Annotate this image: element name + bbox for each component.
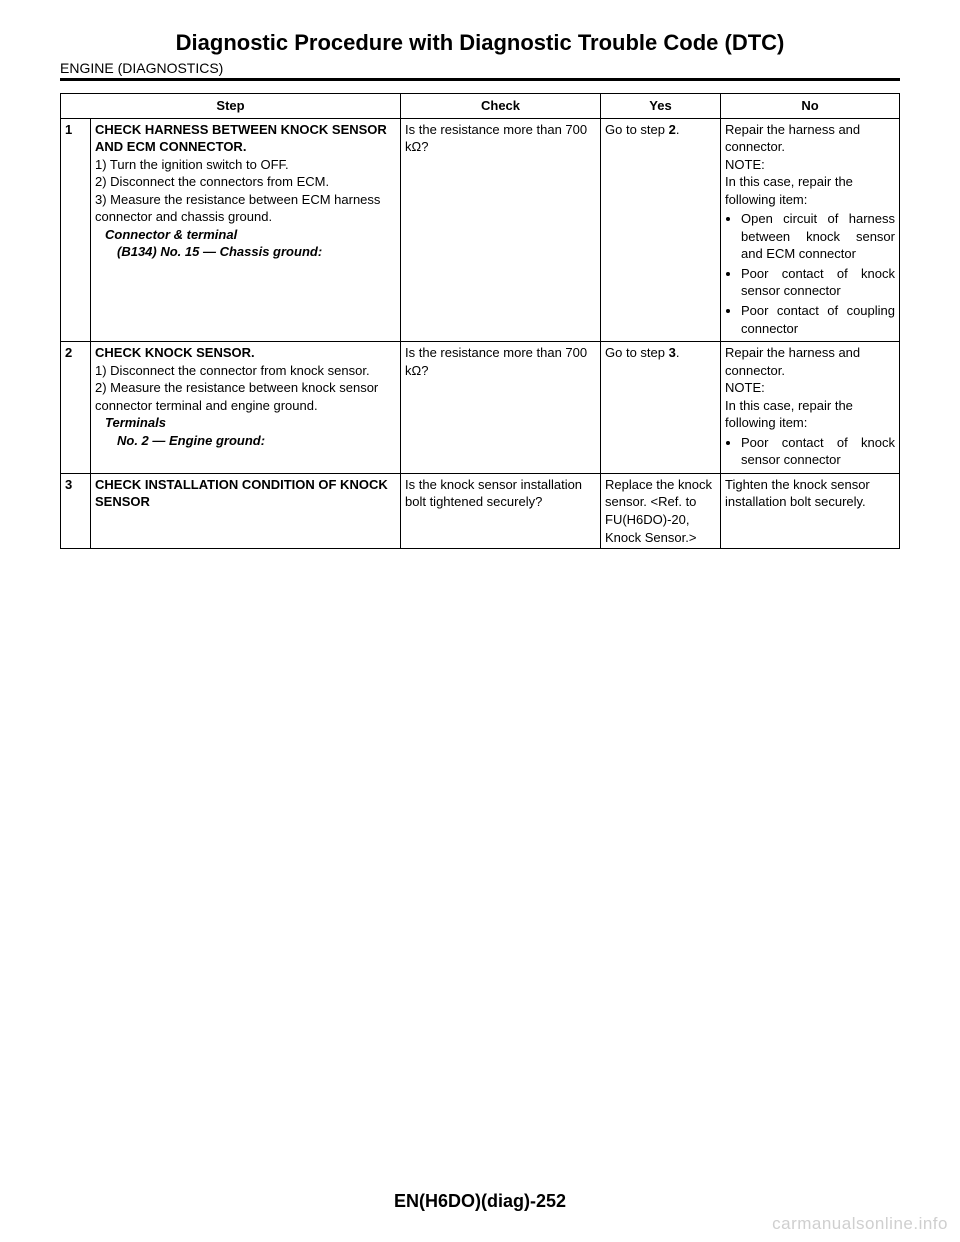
watermark: carmanualsonline.info xyxy=(772,1214,948,1234)
check-cell: Is the resistance more than 700 kΩ? xyxy=(401,342,601,474)
connector-label: Connector & terminal xyxy=(95,226,396,244)
no-items-list: Poor contact of knock sensor connector xyxy=(725,434,895,469)
no-cell: Repair the harness and connector. NOTE: … xyxy=(721,342,900,474)
no-cell: Tighten the knock sensor installation bo… xyxy=(721,473,900,548)
yes-cell: Go to step 2. xyxy=(601,118,721,342)
row-num: 3 xyxy=(61,473,91,548)
table-row: 3 CHECK INSTALLATION CONDITION OF KNOCK … xyxy=(61,473,900,548)
check-cell: Is the knock sensor installation bolt ti… xyxy=(401,473,601,548)
row-num-text: 1 xyxy=(65,122,72,137)
note-label: NOTE: xyxy=(725,157,765,172)
list-item: Open circuit of harness between knock se… xyxy=(741,210,895,263)
yes-cell: Go to step 3. xyxy=(601,342,721,474)
check-cell: Is the resistance more than 700 kΩ? xyxy=(401,118,601,342)
step-cell: CHECK KNOCK SENSOR. 1) Disconnect the co… xyxy=(91,342,401,474)
th-no: No xyxy=(721,94,900,119)
th-check: Check xyxy=(401,94,601,119)
th-yes: Yes xyxy=(601,94,721,119)
yes-step-number: 2 xyxy=(669,122,676,137)
step-title: CHECK INSTALLATION CONDITION OF KNOCK SE… xyxy=(95,477,388,510)
yes-step-number: 3 xyxy=(669,345,676,360)
table-header-row: Step Check Yes No xyxy=(61,94,900,119)
table-row: 2 CHECK KNOCK SENSOR. 1) Disconnect the … xyxy=(61,342,900,474)
note-text: In this case, repair the following item: xyxy=(725,174,853,207)
page-container: Diagnostic Procedure with Diagnostic Tro… xyxy=(0,0,960,1242)
row-num-text: 2 xyxy=(65,345,72,360)
list-item: Poor contact of knock sensor connector xyxy=(741,265,895,300)
row-num-text: 3 xyxy=(65,477,72,492)
row-num: 2 xyxy=(61,342,91,474)
page-footer: EN(H6DO)(diag)-252 xyxy=(0,1191,960,1212)
step-line: 1) Turn the ignition switch to OFF. xyxy=(95,157,289,172)
diagnostic-table: Step Check Yes No 1 CHECK HARNESS BETWEE… xyxy=(60,93,900,549)
page-subtitle: ENGINE (DIAGNOSTICS) xyxy=(60,60,900,76)
step-line: 1) Disconnect the connector from knock s… xyxy=(95,363,370,378)
list-item: Poor contact of coupling connector xyxy=(741,302,895,337)
step-title: CHECK KNOCK SENSOR. xyxy=(95,345,255,360)
row-num: 1 xyxy=(61,118,91,342)
connector-label: Terminals xyxy=(95,414,396,432)
step-cell: CHECK INSTALLATION CONDITION OF KNOCK SE… xyxy=(91,473,401,548)
yes-post: . xyxy=(676,345,680,360)
note-text: In this case, repair the following item: xyxy=(725,398,853,431)
table-row: 1 CHECK HARNESS BETWEEN KNOCK SENSOR AND… xyxy=(61,118,900,342)
yes-cell: Replace the knock sensor. <Ref. to FU(H6… xyxy=(601,473,721,548)
no-intro: Repair the harness and connector. xyxy=(725,122,860,155)
step-cell: CHECK HARNESS BETWEEN KNOCK SENSOR AND E… xyxy=(91,118,401,342)
no-intro: Repair the harness and connector. xyxy=(725,345,860,378)
connector-value: No. 2 — Engine ground: xyxy=(95,432,396,450)
list-item: Poor contact of knock sensor connector xyxy=(741,434,895,469)
step-title: CHECK HARNESS BETWEEN KNOCK SENSOR AND E… xyxy=(95,122,387,155)
th-step: Step xyxy=(61,94,401,119)
step-line: 3) Measure the resistance between ECM ha… xyxy=(95,192,380,225)
no-items-list: Open circuit of harness between knock se… xyxy=(725,210,895,337)
connector-value: (B134) No. 15 — Chassis ground: xyxy=(95,243,396,261)
step-line: 2) Disconnect the connectors from ECM. xyxy=(95,174,329,189)
yes-post: . xyxy=(676,122,680,137)
page-title: Diagnostic Procedure with Diagnostic Tro… xyxy=(60,30,900,56)
yes-pre: Go to step xyxy=(605,122,669,137)
no-cell: Repair the harness and connector. NOTE: … xyxy=(721,118,900,342)
yes-pre: Go to step xyxy=(605,345,669,360)
note-label: NOTE: xyxy=(725,380,765,395)
step-line: 2) Measure the resistance between knock … xyxy=(95,380,378,413)
header-rule xyxy=(60,78,900,81)
